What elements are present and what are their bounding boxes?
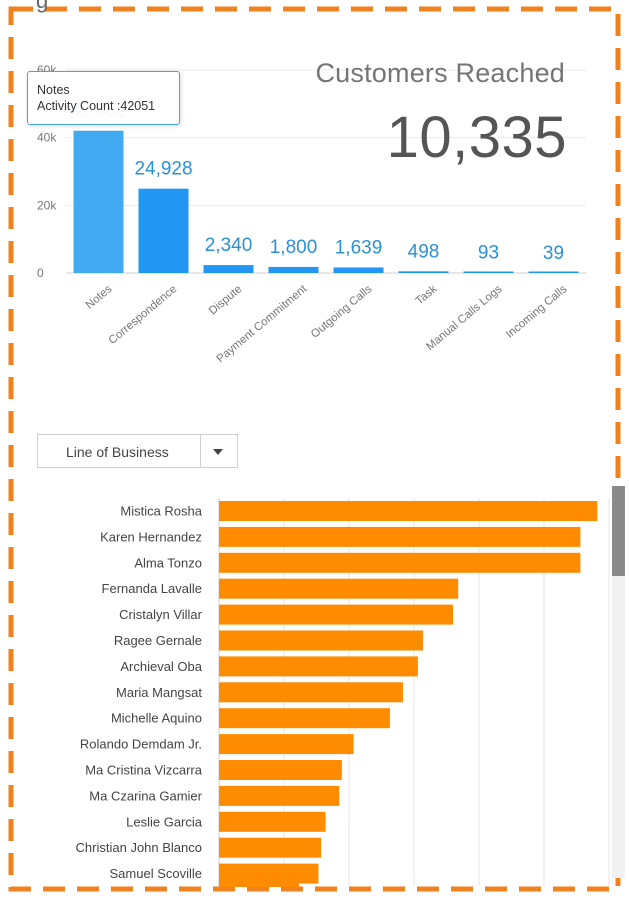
agent-bar[interactable] — [219, 552, 581, 573]
bar-incoming-calls[interactable] — [528, 271, 579, 274]
agent-bar[interactable] — [219, 682, 403, 703]
agent-name-label: Alma Tonzo — [134, 555, 202, 570]
scrollbar[interactable] — [612, 486, 625, 878]
agent-name-label: Archieval Oba — [120, 659, 202, 674]
dashboard-title: g — [36, 0, 49, 13]
agent-bar[interactable] — [219, 501, 598, 521]
kpi-value: 10,335 — [386, 105, 567, 170]
y-tick-label: 40k — [37, 131, 57, 145]
agent-bar[interactable] — [219, 630, 424, 651]
bar-task[interactable] — [398, 271, 449, 273]
agent-name-label: Ma Cristina Vizcarra — [85, 763, 203, 778]
bar-value-label: 24,928 — [134, 159, 192, 180]
bar-value-label: 1,639 — [335, 237, 383, 258]
agent-bar-partial — [219, 881, 299, 887]
tooltip-title: Notes — [37, 83, 70, 97]
agent-name-label: Ma Czarina Gamier — [89, 788, 202, 803]
agent-name-label: Karen Hernandez — [100, 529, 202, 544]
bar-value-label: 1,800 — [270, 237, 318, 258]
agent-bar[interactable] — [219, 811, 326, 832]
bar-outgoing-calls[interactable] — [333, 267, 384, 273]
dropdown-toggle-button[interactable] — [200, 435, 237, 467]
agent-bar[interactable] — [219, 656, 418, 677]
bar-value-label: 2,340 — [205, 235, 253, 256]
bar-dispute[interactable] — [203, 265, 254, 273]
bar-value-label: 93 — [478, 243, 499, 264]
chart-tooltip: Notes Activity Count :42051 — [27, 71, 180, 125]
line-of-business-dropdown[interactable]: Line of Business — [37, 434, 238, 468]
agent-bar[interactable] — [219, 526, 581, 547]
agent-bar[interactable] — [219, 863, 319, 884]
agent-name-label: Fernanda Lavalle — [102, 581, 202, 596]
kpi-label: Customers Reached — [315, 58, 565, 88]
chevron-down-icon — [213, 449, 223, 455]
dashed-border — [8, 6, 621, 892]
bar-value-label: 498 — [408, 241, 440, 262]
tooltip-value: Activity Count :42051 — [37, 99, 156, 113]
agent-bar[interactable] — [219, 785, 340, 806]
agent-name-label: Cristalyn Villar — [119, 607, 203, 622]
agent-name-label: Rolando Demdam Jr. — [80, 737, 202, 752]
bar-notes[interactable] — [73, 130, 124, 273]
activity-bar-chart: 020k40k60k42,051Notes24,928Correspondenc… — [37, 63, 586, 365]
bar-payment-commitment[interactable] — [268, 266, 319, 273]
agent-bar[interactable] — [219, 708, 390, 729]
y-tick-label: 0 — [37, 266, 44, 280]
agent-name-label: Mistica Rosha — [120, 504, 202, 519]
agent-bar[interactable] — [219, 760, 342, 780]
agent-name-label: Ragee Gernale — [114, 633, 202, 648]
agent-bar[interactable] — [219, 604, 453, 625]
agent-bar[interactable] — [219, 837, 322, 858]
agent-bar[interactable] — [219, 734, 354, 755]
agent-name-label: Leslie Garcia — [126, 814, 203, 829]
agent-name-label: Christian John Blanco — [76, 840, 202, 855]
y-tick-label: 20k — [37, 198, 57, 212]
bar-value-label: 39 — [543, 243, 564, 264]
agent-name-label: Samuel Scoville — [110, 866, 203, 881]
agent-name-label: Maria Mangsat — [116, 685, 202, 700]
bar-manual-calls-logs[interactable] — [463, 271, 514, 274]
agent-name-label: Michelle Aquino — [111, 711, 202, 726]
dropdown-label: Line of Business — [66, 444, 169, 460]
bar-correspondence[interactable] — [138, 188, 189, 273]
agent-bar[interactable] — [219, 578, 459, 599]
scrollbar-thumb[interactable] — [612, 486, 625, 576]
